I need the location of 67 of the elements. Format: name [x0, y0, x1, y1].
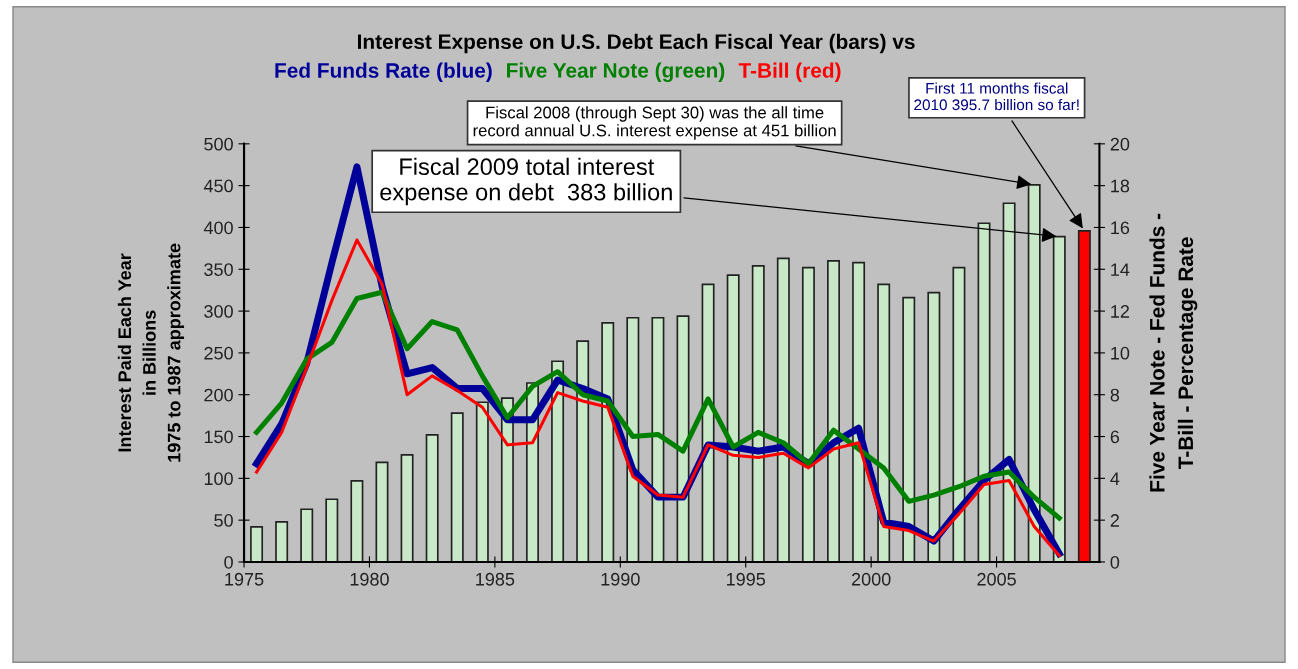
text: Fed Funds Rate (blue): [275, 62, 492, 82]
y2-tick-label: 8: [1110, 388, 1120, 402]
y-tick-label: 50: [214, 514, 233, 527]
bar: [375, 461, 389, 562]
y-axis-title: Interest Paid Each Year in Billions 1975 to 1987 approximate: [117, 243, 185, 462]
y-tick-label: 400: [203, 221, 233, 235]
x-tick-label: 1985: [476, 572, 515, 586]
bar: [1027, 183, 1041, 562]
y-tick-label: 200: [204, 388, 233, 402]
bar: [1052, 235, 1066, 562]
y-tick-label: 150: [204, 430, 233, 444]
text: Five Year Note (green): [507, 62, 725, 83]
y2-tick-label: 10: [1111, 346, 1130, 360]
y-tick-label: 450: [203, 179, 233, 193]
y2-tick-label: 6: [1110, 430, 1120, 444]
y2-tick-label: 2: [1110, 514, 1119, 527]
text: T-Bill (red): [738, 62, 841, 82]
bar: [475, 401, 489, 562]
x-tick-label: 1990: [601, 572, 640, 586]
annotation: Fiscal 2009 total interest expense on debt 383 billion: [380, 157, 672, 206]
x-tick-label: 1975: [225, 572, 264, 586]
annotation: First 11 months fiscal 2010 395.7 billion so far!: [914, 82, 1079, 111]
bar: [701, 283, 715, 562]
x-tick-label: 2000: [851, 572, 891, 586]
y2-tick-label: 12: [1111, 305, 1129, 318]
bar: [576, 340, 590, 562]
bar: [400, 454, 414, 562]
y-tick-label: 0: [224, 555, 233, 569]
bar: [776, 257, 790, 562]
bar: [250, 526, 264, 562]
y-tick-label: 500: [204, 137, 233, 151]
y2-axis-title: Five Year Note - Fed Funds - T-Bill - Percentage Rate: [1149, 213, 1198, 492]
bar: [852, 261, 866, 562]
bar: [450, 412, 464, 562]
x-tick-label: 2005: [977, 572, 1016, 586]
bar: [300, 508, 314, 562]
bar: [1077, 229, 1091, 562]
bar: [902, 296, 916, 562]
x-tick-label: 1980: [350, 572, 389, 586]
chart-title: Interest Expense on U.S. Debt Each Fiscal Year (bars) vs: [357, 33, 915, 54]
bar: [350, 480, 364, 562]
bar: [325, 498, 339, 562]
bar: [275, 520, 289, 562]
y2-tick-label: 18: [1111, 179, 1130, 193]
bar: [425, 434, 439, 562]
y-tick-label: 250: [204, 346, 233, 360]
y-tick-label: 350: [204, 263, 233, 276]
annotation: Fiscal 2008 (through Sept 30) was the all time record annual U.S. interest expense at 451 billion: [473, 106, 836, 140]
bar: [1002, 202, 1016, 562]
bar: [952, 266, 966, 562]
y2-tick-label: 14: [1111, 263, 1130, 276]
bar: [726, 274, 740, 562]
y2-tick-label: 0: [1110, 555, 1120, 569]
bar: [751, 265, 765, 562]
y-tick-label: 100: [204, 472, 233, 486]
y2-tick-label: 16: [1111, 221, 1130, 235]
bar: [801, 266, 815, 562]
bar: [877, 283, 891, 562]
y2-tick-label: 20: [1110, 137, 1130, 151]
x-tick-label: 1995: [727, 572, 766, 586]
line-series: [255, 238, 1061, 558]
bar: [601, 321, 615, 562]
bar: [651, 316, 665, 562]
y-tick-label: 300: [204, 305, 233, 318]
bar: [827, 260, 840, 562]
bar: [927, 291, 941, 562]
y2-tick-label: 4: [1110, 472, 1120, 485]
